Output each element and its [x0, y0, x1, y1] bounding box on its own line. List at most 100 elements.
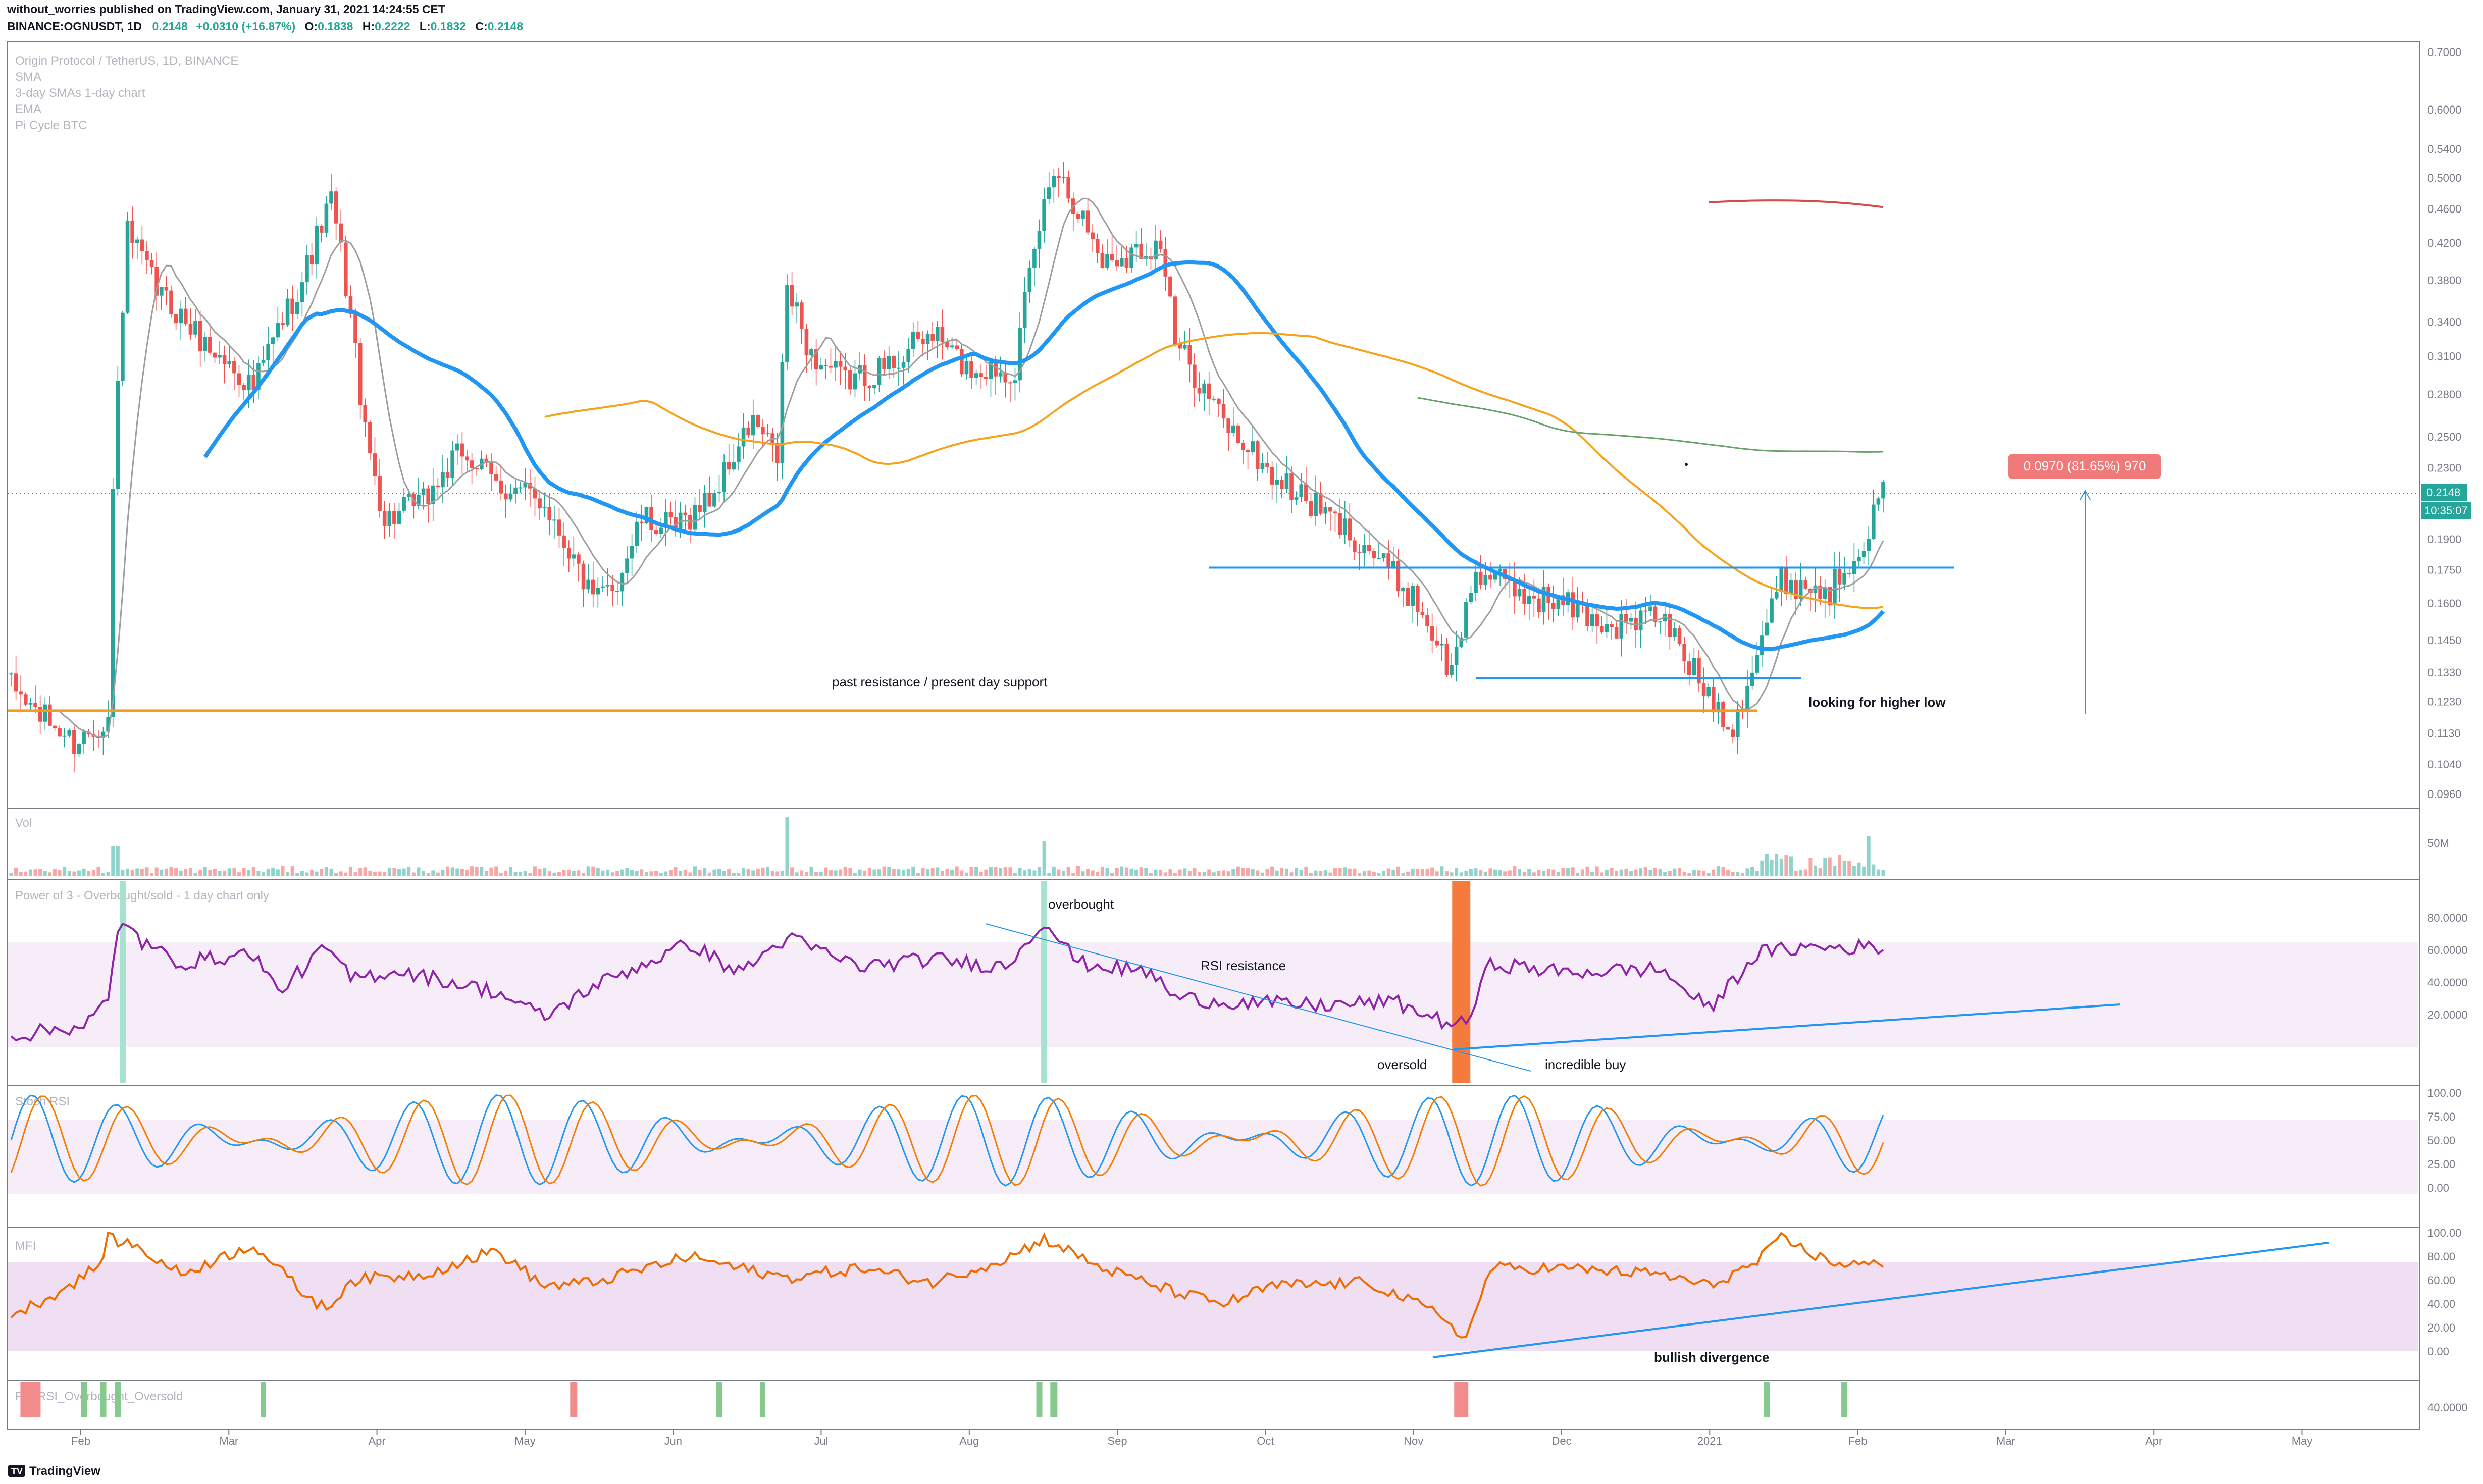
- vol-bar-94: [465, 870, 469, 876]
- candle-body-118: [581, 563, 586, 590]
- candle-body-110: [542, 507, 547, 509]
- candle-body-24: [125, 220, 130, 313]
- vol-bar-100: [494, 866, 498, 876]
- vol-bar-321: [1566, 867, 1570, 876]
- vol-bar-365: [1779, 859, 1783, 876]
- vol-bar-163: [800, 870, 804, 876]
- vol-bar-195: [955, 866, 959, 876]
- candle-body-181: [887, 356, 891, 369]
- vol-bar-370: [1803, 869, 1807, 876]
- pane3-tick-2: 60.00: [2427, 1274, 2455, 1287]
- pane4-tick-0: 40.0000: [2427, 1401, 2468, 1414]
- vol-bar-216: [1057, 869, 1061, 876]
- candle-body-311: [1517, 589, 1522, 597]
- vol-bar-26: [135, 868, 139, 876]
- candle-body-379: [1847, 572, 1851, 574]
- low-label: L:: [420, 20, 431, 33]
- candle-body-253: [1236, 425, 1240, 443]
- vol-bar-134: [659, 873, 663, 876]
- candle-body-361: [1760, 635, 1764, 656]
- price-tick-16: 0.1450: [2427, 634, 2461, 647]
- candle-body-368: [1794, 580, 1798, 599]
- vol-bar-318: [1551, 869, 1556, 876]
- candle-body-364: [1774, 591, 1779, 599]
- candle-body-173: [848, 370, 852, 390]
- candle-body-256: [1251, 441, 1255, 452]
- vol-bar-39: [198, 870, 202, 876]
- candle-body-73: [363, 405, 368, 422]
- vol-bar-178: [872, 869, 876, 876]
- candle-body-156: [765, 433, 770, 435]
- vol-bar-144: [707, 872, 711, 876]
- vol-bar-194: [950, 870, 954, 876]
- candle-body-227: [1110, 254, 1114, 261]
- vol-bar-32: [164, 868, 168, 876]
- pt-marker-0: [20, 1382, 41, 1417]
- vol-bar-142: [698, 870, 702, 876]
- candle-body-47: [237, 373, 241, 385]
- candle-body-232: [1134, 244, 1139, 248]
- x-tick-3: May: [514, 1435, 536, 1447]
- candle-body-170: [834, 361, 838, 368]
- countdown-badge: [2421, 502, 2471, 519]
- candle-body-250: [1221, 404, 1226, 419]
- candle-body-207: [1013, 380, 1017, 383]
- vol-bar-58: [290, 866, 294, 876]
- vol-bar-203: [994, 867, 998, 876]
- vol-bar-167: [819, 872, 823, 876]
- candle-body-200: [979, 373, 984, 377]
- vol-bar-40: [203, 866, 207, 876]
- candle-body-339: [1653, 606, 1658, 622]
- candle-body-152: [746, 427, 750, 436]
- vol-bar-218: [1066, 867, 1070, 876]
- candle-body-71: [353, 314, 357, 343]
- vol-bar-201: [984, 869, 988, 876]
- vol-bar-96: [475, 867, 479, 876]
- vol-bar-329: [1605, 869, 1609, 876]
- candle-body-20: [106, 717, 110, 732]
- vol-bar-158: [775, 871, 780, 876]
- vol-bar-123: [606, 869, 610, 876]
- vol-bar-386: [1881, 870, 1885, 876]
- vol-bar-71: [353, 872, 357, 876]
- vol-bar-325: [1585, 866, 1589, 876]
- vol-bar-324: [1580, 869, 1584, 876]
- vol-bar-268: [1309, 873, 1313, 876]
- vol-bar-86: [426, 873, 430, 876]
- vol-bar-80: [397, 869, 401, 876]
- overlay-legend: Origin Protocol / TetherUS, 1D, BINANCE S…: [15, 54, 238, 132]
- vol-bar-206: [1008, 867, 1012, 876]
- vol-bar-180: [882, 866, 886, 876]
- candle-body-29: [149, 260, 154, 267]
- candle-body-36: [184, 308, 188, 324]
- vol-bar-373: [1818, 868, 1822, 876]
- pane2-tick-2: 50.00: [2427, 1134, 2455, 1147]
- vol-bar-327: [1595, 866, 1599, 876]
- candle-body-332: [1619, 614, 1624, 639]
- candle-body-3: [24, 694, 28, 705]
- candle-body-269: [1314, 493, 1318, 516]
- candle-body-95: [470, 460, 474, 468]
- vol-bar-368: [1794, 871, 1798, 876]
- candle-body-252: [1231, 425, 1235, 434]
- oscillator-lines: [10, 922, 1884, 1339]
- candle-body-327: [1595, 614, 1599, 626]
- candle-body-385: [1876, 498, 1881, 505]
- vol-bar-148: [727, 869, 731, 876]
- candle-body-42: [213, 352, 217, 358]
- vol-bar-248: [1212, 872, 1216, 876]
- vol-bar-29: [150, 873, 154, 876]
- vol-bar-279: [1362, 871, 1366, 876]
- candle-body-165: [809, 349, 813, 356]
- vol-bar-241: [1178, 869, 1182, 876]
- candle-body-171: [838, 361, 843, 367]
- candle-body-0: [9, 673, 13, 675]
- vol-bar-331: [1615, 871, 1619, 876]
- vol-bar-169: [829, 870, 833, 876]
- candle-body-246: [1202, 383, 1206, 394]
- candle-body-261: [1275, 480, 1279, 485]
- vol-bar-192: [940, 871, 944, 876]
- vol-bar-282: [1377, 873, 1381, 876]
- candle-body-176: [862, 365, 867, 386]
- vol-bar-380: [1852, 865, 1856, 876]
